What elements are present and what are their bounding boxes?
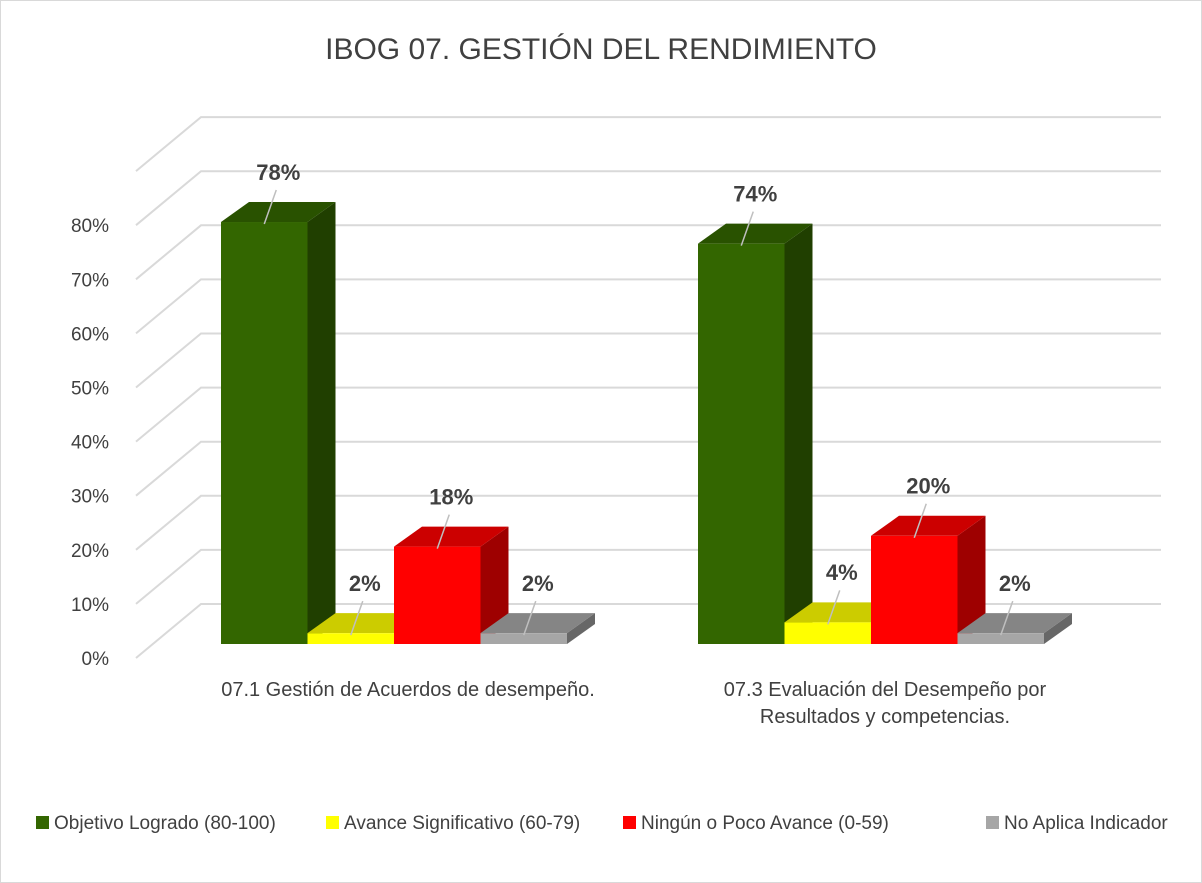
legend-swatch bbox=[986, 816, 999, 829]
legend-label: Objetivo Logrado (80-100) bbox=[54, 813, 276, 834]
value-label: 2% bbox=[349, 571, 381, 596]
x-tick-label: 07.1 Gestión de Acuerdos de desempeño. bbox=[221, 679, 595, 701]
grid-line bbox=[135, 170, 1161, 226]
y-tick-label: 30% bbox=[71, 487, 109, 508]
bar-top bbox=[394, 526, 509, 547]
bar-side bbox=[307, 202, 336, 644]
legend-swatch bbox=[36, 816, 49, 829]
y-tick-label: 70% bbox=[71, 270, 109, 291]
y-tick-label: 0% bbox=[82, 649, 110, 670]
y-tick-label: 50% bbox=[71, 379, 109, 400]
chart-title: IBOG 07. GESTIÓN DEL RENDIMIENTO bbox=[325, 33, 877, 66]
bar bbox=[784, 622, 871, 644]
grid-line bbox=[135, 278, 1161, 335]
grid-line bbox=[135, 386, 1161, 443]
bar-top bbox=[957, 613, 1072, 634]
grid-line bbox=[135, 224, 1161, 281]
y-tick-label: 20% bbox=[71, 541, 109, 562]
bar bbox=[698, 243, 785, 644]
bar-top bbox=[784, 602, 899, 623]
bar-top bbox=[871, 515, 986, 536]
bar-side bbox=[480, 526, 509, 644]
legend-swatch bbox=[326, 816, 339, 829]
y-tick-label: 40% bbox=[71, 433, 109, 454]
bar bbox=[394, 546, 481, 644]
legend-label: Avance Significativo (60-79) bbox=[344, 813, 580, 834]
bar bbox=[480, 633, 567, 644]
grid-frame bbox=[135, 116, 1161, 172]
value-label: 2% bbox=[999, 571, 1031, 596]
bar bbox=[307, 633, 394, 644]
legend-label: No Aplica Indicador bbox=[1004, 813, 1168, 834]
grid-line bbox=[135, 332, 1161, 389]
label-leader bbox=[1000, 600, 1014, 636]
bar bbox=[221, 222, 308, 644]
value-label: 74% bbox=[733, 181, 777, 206]
bar bbox=[957, 633, 1044, 644]
bar-side bbox=[784, 223, 813, 644]
label-leader bbox=[913, 503, 927, 539]
value-label: 78% bbox=[256, 160, 300, 185]
legend-swatch bbox=[623, 816, 636, 829]
value-label: 4% bbox=[826, 560, 858, 585]
grid-line bbox=[135, 440, 1161, 497]
bar-top bbox=[698, 223, 813, 244]
bar-side bbox=[567, 613, 595, 644]
y-tick-label: 80% bbox=[71, 216, 109, 237]
value-label: 2% bbox=[522, 571, 554, 596]
y-tick-label: 60% bbox=[71, 324, 109, 345]
bar-top bbox=[307, 613, 422, 634]
label-leader bbox=[740, 211, 754, 246]
label-leader bbox=[350, 600, 364, 636]
grid-line bbox=[135, 494, 1161, 551]
y-tick-label: 10% bbox=[71, 595, 109, 616]
legend-label: Ningún o Poco Avance (0-59) bbox=[641, 813, 889, 834]
grid-line bbox=[135, 548, 1161, 605]
label-leader bbox=[523, 600, 537, 636]
bar-side bbox=[1044, 613, 1072, 644]
bar-side bbox=[957, 515, 986, 644]
value-label: 20% bbox=[906, 474, 950, 499]
bar-top bbox=[480, 613, 595, 634]
value-label: 18% bbox=[429, 484, 473, 509]
label-leader bbox=[263, 189, 277, 225]
x-tick-label: 07.3 Evaluación del Desempeño por Result… bbox=[723, 679, 1047, 728]
label-leader bbox=[827, 590, 841, 625]
label-leader bbox=[436, 514, 450, 549]
bar bbox=[871, 535, 958, 644]
bar-top bbox=[221, 202, 336, 223]
